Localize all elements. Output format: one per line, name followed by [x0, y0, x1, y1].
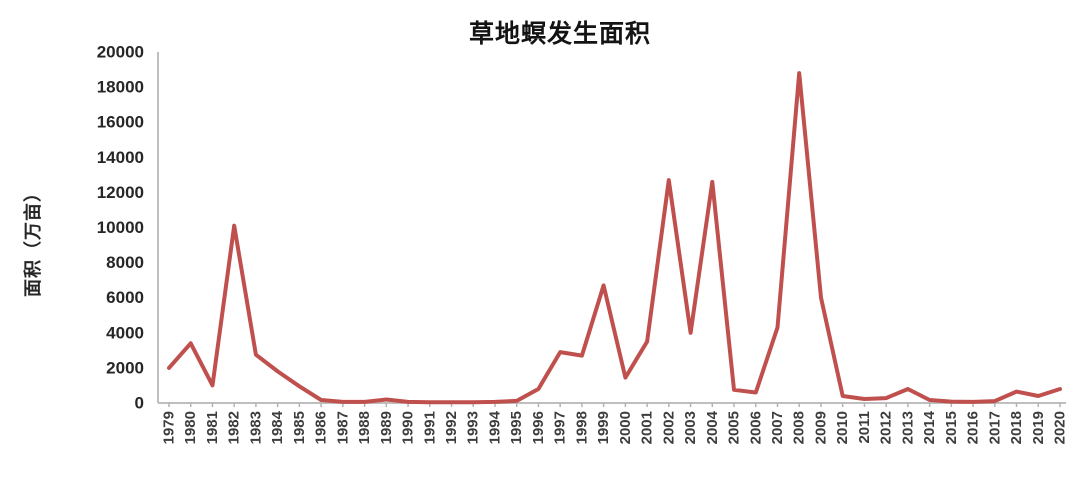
x-tick-label-group: 1995 — [508, 411, 525, 444]
y-tick-label: 12000 — [97, 183, 144, 202]
x-tick-label: 1992 — [443, 411, 460, 444]
x-tick-label: 1997 — [552, 411, 569, 444]
x-tick-label-group: 2004 — [704, 410, 721, 444]
x-tick-label: 1984 — [269, 410, 286, 444]
chart-title: 草地螟发生面积 — [468, 20, 651, 48]
x-tick-label-group: 1996 — [530, 411, 547, 444]
x-tick-label: 1979 — [161, 411, 178, 444]
x-tick-label-group: 1984 — [269, 410, 286, 444]
x-tick-label-group: 2012 — [878, 411, 895, 444]
x-tick-label-group: 2010 — [834, 411, 851, 444]
x-tick-label: 2017 — [986, 411, 1003, 444]
x-tick-label-group: 2019 — [1030, 411, 1047, 444]
x-tick-label: 1994 — [486, 410, 503, 444]
x-tick-label-group: 1983 — [247, 411, 264, 444]
y-tick-label: 6000 — [106, 288, 144, 307]
x-tick-label: 2019 — [1030, 411, 1047, 444]
x-tick-label-group: 1998 — [573, 411, 590, 444]
x-tick-label-group: 1997 — [552, 411, 569, 444]
x-tick-label-group: 2006 — [747, 411, 764, 444]
x-tick-label: 2016 — [965, 411, 982, 444]
x-tick-label-group: 1993 — [465, 411, 482, 444]
y-tick-label: 14000 — [97, 148, 144, 167]
x-tick-label: 2003 — [682, 411, 699, 444]
x-tick-label: 2011 — [856, 411, 873, 444]
x-tick-label: 2009 — [812, 411, 829, 444]
x-tick-label-group: 1989 — [378, 411, 395, 444]
x-tick-label: 2000 — [617, 411, 634, 444]
x-tick-label: 2020 — [1052, 411, 1069, 444]
x-tick-label-group: 1999 — [595, 411, 612, 444]
y-tick-label: 18000 — [97, 78, 144, 97]
x-tick-label: 1980 — [182, 411, 199, 444]
x-tick-label: 2005 — [726, 411, 743, 444]
x-tick-label-group: 2013 — [899, 411, 916, 444]
x-tick-label: 2014 — [921, 410, 938, 444]
x-tick-label-group: 2009 — [812, 411, 829, 444]
x-tick-label-group: 1985 — [291, 411, 308, 444]
x-tick-label: 1987 — [334, 411, 351, 444]
x-tick-label-group: 1981 — [204, 411, 221, 444]
x-tick-label-group: 1980 — [182, 411, 199, 444]
x-tick-label: 1993 — [465, 411, 482, 444]
x-tick-label-group: 2003 — [682, 411, 699, 444]
x-tick-label-group: 2005 — [726, 411, 743, 444]
x-tick-label: 1989 — [378, 411, 395, 444]
x-tick-label-group: 2008 — [791, 411, 808, 444]
x-tick-label-group: 1990 — [400, 411, 417, 444]
x-tick-label-group: 1982 — [226, 411, 243, 444]
x-tick-label: 2004 — [704, 410, 721, 444]
x-tick-label-group: 2018 — [1008, 411, 1025, 444]
x-tick-label-group: 1987 — [334, 411, 351, 444]
x-tick-label: 2013 — [899, 411, 916, 444]
x-tick-label-group: 1991 — [421, 411, 438, 444]
x-tick-label-group: 1986 — [313, 411, 330, 444]
y-tick-label: 2000 — [106, 358, 144, 377]
x-tick-label-group: 1994 — [486, 410, 503, 444]
x-tick-label-group: 2000 — [617, 411, 634, 444]
y-tick-label: 10000 — [97, 218, 144, 237]
x-tick-label: 1985 — [291, 411, 308, 444]
x-tick-label: 1999 — [595, 411, 612, 444]
x-tick-label: 1986 — [313, 411, 330, 444]
x-tick-label-group: 1992 — [443, 411, 460, 444]
x-tick-label-group: 2001 — [639, 411, 656, 444]
x-tick-label-group: 2002 — [660, 411, 677, 444]
x-tick-label: 1988 — [356, 411, 373, 444]
x-tick-label: 2015 — [943, 411, 960, 444]
x-tick-label: 2001 — [639, 411, 656, 444]
x-tick-label: 1998 — [573, 411, 590, 444]
x-tick-label: 1995 — [508, 411, 525, 444]
x-tick-label-group: 2016 — [965, 411, 982, 444]
x-tick-label: 1991 — [421, 411, 438, 444]
x-tick-label: 1996 — [530, 411, 547, 444]
y-tick-label: 0 — [135, 394, 144, 413]
x-tick-label-group: 2007 — [769, 411, 786, 444]
y-tick-label: 20000 — [97, 43, 144, 62]
x-tick-label: 2010 — [834, 411, 851, 444]
x-tick-label: 2012 — [878, 411, 895, 444]
y-tick-label: 4000 — [106, 323, 144, 342]
y-tick-label: 8000 — [106, 253, 144, 272]
x-tick-label: 1981 — [204, 411, 221, 444]
x-tick-label: 1990 — [400, 411, 417, 444]
data-line — [167, 71, 1062, 405]
x-tick-label-group: 2020 — [1052, 411, 1069, 444]
x-tick-label-group: 2014 — [921, 410, 938, 444]
x-tick-label: 2006 — [747, 411, 764, 444]
x-tick-label: 2008 — [791, 411, 808, 444]
x-tick-label: 1982 — [226, 411, 243, 444]
x-tick-label: 2007 — [769, 411, 786, 444]
x-tick-label: 2018 — [1008, 411, 1025, 444]
x-tick-label-group: 1988 — [356, 411, 373, 444]
y-tick-label: 16000 — [97, 113, 144, 132]
x-tick-label-group: 2017 — [986, 411, 1003, 444]
x-tick-label-group: 2015 — [943, 411, 960, 444]
x-tick-label: 2002 — [660, 411, 677, 444]
x-tick-label-group: 2011 — [856, 411, 873, 444]
x-tick-label-group: 1979 — [161, 411, 178, 444]
x-tick-label: 1983 — [247, 411, 264, 444]
